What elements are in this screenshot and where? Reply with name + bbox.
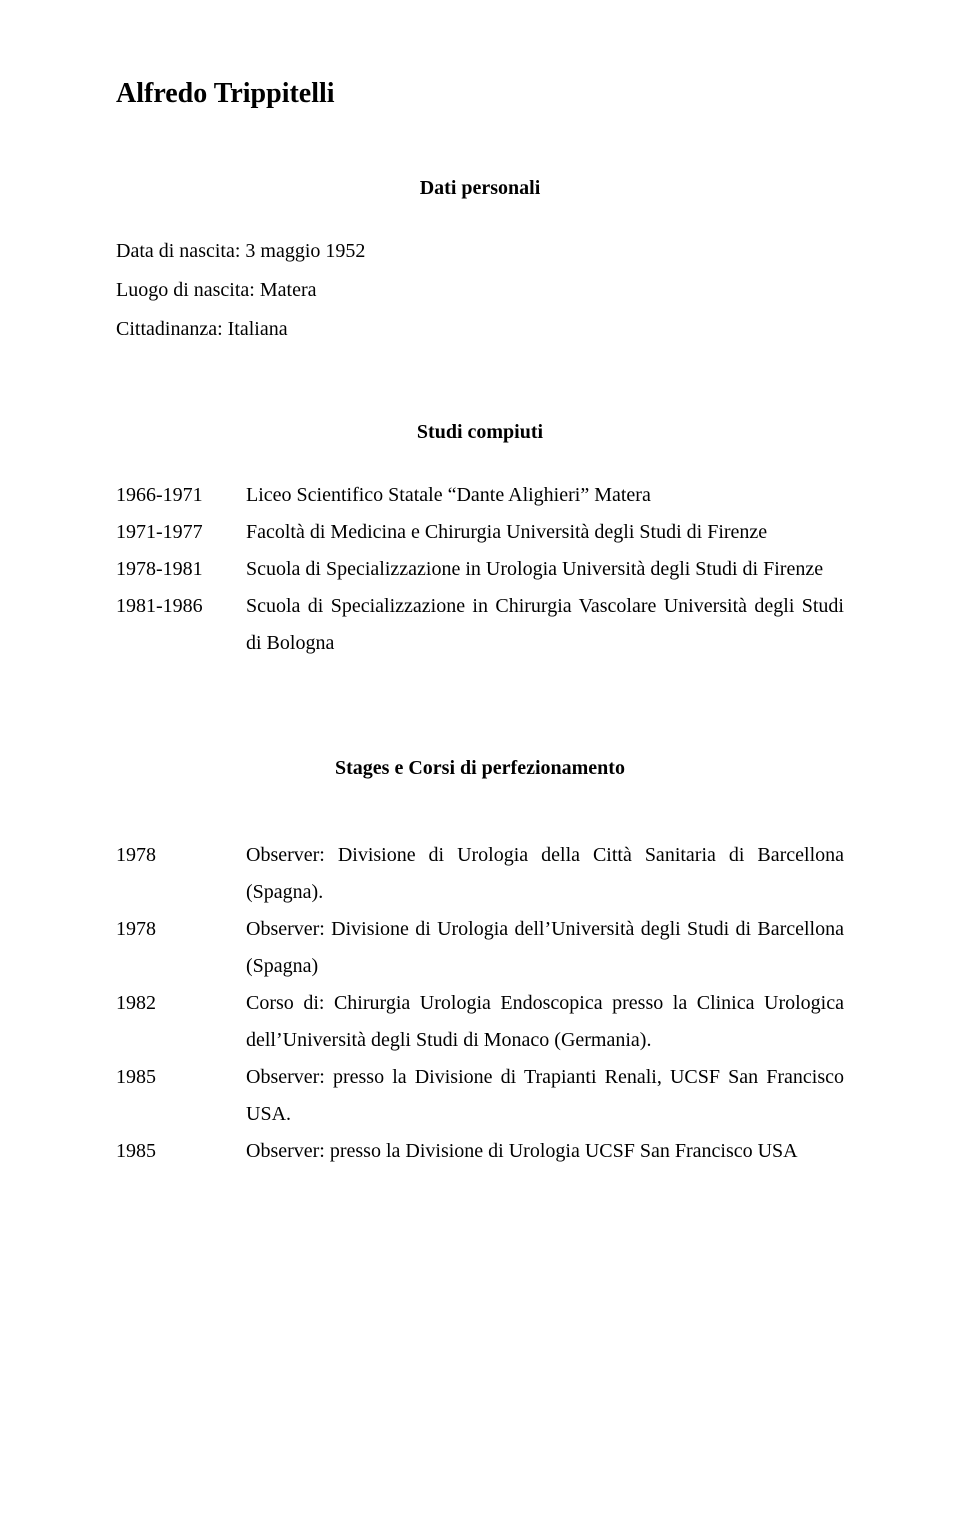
study-text: Scuola di Specializzazione in Chirurgia … <box>246 588 844 662</box>
study-text: Liceo Scientifico Statale “Dante Alighie… <box>246 477 844 514</box>
citizenship-line: Cittadinanza: Italiana <box>116 311 844 348</box>
spacer <box>116 813 844 837</box>
study-text: Facoltà di Medicina e Chirurgia Universi… <box>246 514 844 551</box>
study-entry: 1966-1971 Liceo Scientifico Statale “Dan… <box>116 477 844 514</box>
spacer <box>116 662 844 720</box>
stage-entry: 1985 Observer: presso la Divisione di Tr… <box>116 1059 844 1133</box>
stage-years: 1985 <box>116 1133 246 1170</box>
document-title: Alfredo Trippitelli <box>116 68 844 120</box>
stage-years: 1978 <box>116 837 246 874</box>
document-page: Alfredo Trippitelli Dati personali Data … <box>0 0 960 1531</box>
stage-text: Observer: presso la Divisione di Urologi… <box>246 1133 844 1170</box>
personal-heading: Dati personali <box>116 170 844 207</box>
study-years: 1966-1971 <box>116 477 246 514</box>
study-years: 1978-1981 <box>116 551 246 588</box>
spacer <box>116 720 844 744</box>
stage-text: Corso di: Chirurgia Urologia Endoscopica… <box>246 985 844 1059</box>
stage-text: Observer: presso la Divisione di Trapian… <box>246 1059 844 1133</box>
stage-entry: 1985 Observer: presso la Divisione di Ur… <box>116 1133 844 1170</box>
stage-years: 1985 <box>116 1059 246 1096</box>
study-entry: 1971-1977 Facoltà di Medicina e Chirurgi… <box>116 514 844 551</box>
stage-years: 1982 <box>116 985 246 1022</box>
birth-place-line: Luogo di nascita: Matera <box>116 272 844 309</box>
stage-entry: 1978 Observer: Divisione di Urologia del… <box>116 837 844 911</box>
stages-heading: Stages e Corsi di perfezionamento <box>116 750 844 787</box>
spacer <box>116 350 844 408</box>
stage-entry: 1982 Corso di: Chirurgia Urologia Endosc… <box>116 985 844 1059</box>
study-years: 1981-1986 <box>116 588 246 625</box>
study-entry: 1978-1981 Scuola di Specializzazione in … <box>116 551 844 588</box>
stage-text: Observer: Divisione di Urologia dell’Uni… <box>246 911 844 985</box>
studies-heading: Studi compiuti <box>116 414 844 451</box>
birth-date-line: Data di nascita: 3 maggio 1952 <box>116 233 844 270</box>
study-years: 1971-1977 <box>116 514 246 551</box>
stage-text: Observer: Divisione di Urologia della Ci… <box>246 837 844 911</box>
stage-entry: 1978 Observer: Divisione di Urologia del… <box>116 911 844 985</box>
study-text: Scuola di Specializzazione in Urologia U… <box>246 551 844 588</box>
study-entry: 1981-1986 Scuola di Specializzazione in … <box>116 588 844 662</box>
stage-years: 1978 <box>116 911 246 948</box>
